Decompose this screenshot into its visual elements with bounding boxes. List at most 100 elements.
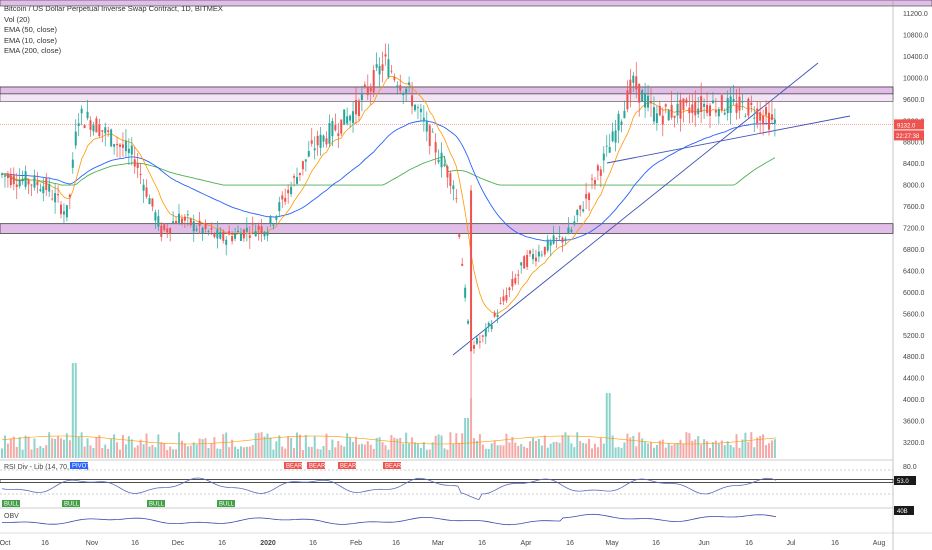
candle-body — [127, 148, 130, 153]
rsi-signal-label: BULL — [219, 502, 235, 508]
volume-bar — [505, 433, 508, 458]
price-tick-label: 10000.0 — [903, 75, 928, 82]
volume-bar — [340, 445, 343, 458]
candle-body — [366, 86, 369, 96]
price-tick-label: 4800.0 — [903, 354, 925, 361]
candle-body — [169, 228, 172, 234]
volume-bar — [496, 445, 499, 458]
volume-bar — [139, 439, 142, 458]
volume-bar — [328, 449, 331, 458]
candle-body — [443, 164, 446, 166]
candle-body — [242, 229, 245, 239]
candle-body — [478, 341, 481, 343]
volume-bar — [369, 444, 372, 458]
volume-bar — [591, 448, 593, 458]
volume-bar — [561, 435, 564, 458]
top-zone-band — [0, 0, 932, 7]
candle-body — [393, 77, 396, 80]
candle-body — [493, 312, 496, 317]
volume-bar — [296, 432, 298, 458]
candle-body — [195, 228, 198, 231]
volume-bar — [30, 449, 33, 458]
candle-body — [458, 234, 461, 238]
candle-body — [714, 110, 717, 113]
volume-bar — [555, 441, 558, 458]
volume-bar — [349, 437, 352, 458]
candle-body — [60, 204, 62, 215]
rsi-signal-label: BULL — [4, 502, 20, 508]
candle-body — [384, 54, 387, 57]
volume-bar — [92, 448, 95, 458]
candle-body — [237, 230, 239, 233]
volume-bar — [42, 447, 45, 458]
volume-bar — [493, 440, 496, 458]
candle-body — [151, 198, 154, 207]
volume-bar — [298, 434, 301, 458]
volume-bar — [334, 447, 337, 458]
volume-bar — [732, 447, 735, 458]
volume-bar — [452, 444, 455, 458]
price-tick-label: 8800.0 — [903, 140, 925, 147]
volume-bar — [234, 446, 237, 458]
volume-bar — [573, 447, 576, 458]
volume-bar — [313, 435, 316, 458]
volume-bar — [537, 438, 540, 458]
volume-bar — [337, 441, 340, 458]
price-tick-label: 5600.0 — [903, 311, 925, 318]
chart-title: Bitcoin / US Dollar Perpetual Inverse Sw… — [4, 4, 223, 13]
candle-body — [762, 115, 765, 125]
candle-body — [222, 231, 225, 241]
volume-bar — [552, 442, 555, 458]
volume-bar — [481, 444, 484, 458]
volume-bar — [133, 447, 136, 458]
candle-body — [1, 173, 3, 176]
volume-bar — [464, 418, 467, 458]
candle-body — [753, 117, 756, 119]
candle-body — [284, 197, 287, 202]
rsi-signal-label: BULL — [149, 502, 165, 508]
volume-bar — [419, 447, 422, 458]
volume-bar — [248, 446, 251, 458]
candle-body — [735, 103, 738, 113]
candle-body — [694, 101, 697, 116]
volume-bar — [366, 441, 369, 458]
obv-value-tag — [894, 506, 914, 515]
volume-bar — [570, 443, 573, 458]
candle-body — [461, 263, 464, 266]
volume-bar — [110, 439, 113, 458]
volume-bar — [57, 436, 60, 458]
candle-body — [564, 238, 567, 241]
volume-bar — [301, 449, 304, 458]
current-price-label: 9132.0 — [897, 123, 916, 129]
volume-bar — [51, 438, 54, 458]
candle-body — [502, 296, 505, 302]
candle-body — [71, 159, 74, 168]
candle-body — [12, 174, 15, 185]
candle-body — [65, 205, 68, 218]
candle-body — [278, 202, 281, 212]
rsi-signal-tag — [284, 462, 302, 469]
volume-bar — [697, 436, 700, 458]
volume-bar — [446, 449, 449, 458]
price-tick-label: 4000.0 — [903, 397, 925, 404]
candle-body — [496, 314, 499, 317]
volume-bar — [694, 439, 697, 458]
volume-bar — [714, 440, 717, 458]
volume-bar — [62, 439, 65, 458]
candle-body — [355, 100, 357, 115]
candle-body — [145, 187, 148, 197]
candle-body — [54, 193, 57, 203]
volume-bar — [254, 433, 257, 458]
candle-body — [711, 100, 714, 104]
candle-body — [301, 161, 304, 170]
volume-bar — [390, 434, 393, 458]
candle-body — [505, 294, 508, 301]
volume-bar — [325, 433, 328, 458]
candle-body — [508, 287, 511, 291]
candle-body — [709, 105, 711, 117]
candle-body — [768, 112, 770, 130]
volume-bar — [422, 442, 425, 458]
volume-bar — [45, 445, 48, 458]
candle-body — [396, 85, 399, 87]
